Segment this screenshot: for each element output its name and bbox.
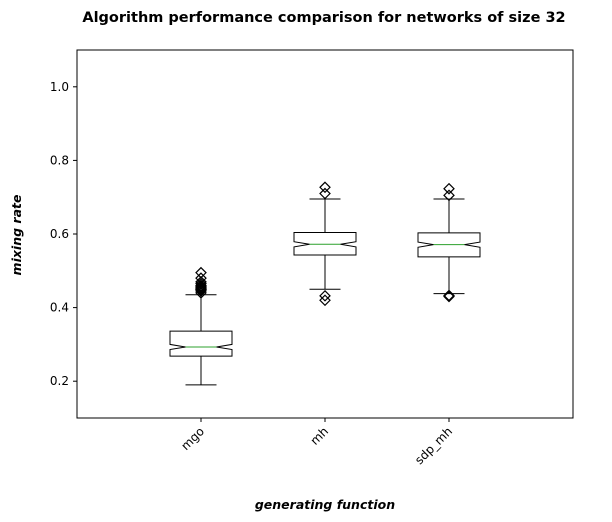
- plot-frame: [76, 49, 574, 419]
- outlier-point: [443, 290, 455, 303]
- chart-title: Algorithm performance comparison for net…: [82, 10, 565, 26]
- x-tick-label: mh: [308, 424, 332, 448]
- outlier-point: [443, 182, 455, 195]
- outlier-point: [319, 187, 331, 200]
- outlier-point: [195, 277, 207, 290]
- box-mgo: [169, 330, 233, 357]
- x-tick-label: mgo: [178, 424, 207, 453]
- y-tick-label: 0.8: [50, 153, 69, 167]
- x-axis-label: generating function: [255, 497, 395, 512]
- outlier-point: [443, 189, 455, 202]
- x-tick-label: sdp_mh: [412, 424, 455, 467]
- y-tick-label: 1.0: [50, 80, 69, 94]
- box-mh: [293, 232, 357, 256]
- outlier-point: [319, 289, 331, 302]
- outlier-point: [319, 294, 331, 307]
- y-tick-label: 0.2: [50, 374, 69, 388]
- outlier-point: [195, 266, 207, 279]
- y-tick-label: 0.4: [50, 301, 69, 315]
- y-axis-label: mixing rate: [9, 195, 24, 276]
- outlier-point: [195, 272, 207, 285]
- y-tick-label: 0.6: [50, 227, 69, 241]
- plot-area: 0.2 0.4 0.6 0.8 1.0 mgo mh sdp_mh: [50, 80, 481, 467]
- outlier-point: [319, 181, 331, 194]
- outlier-point: [443, 289, 455, 302]
